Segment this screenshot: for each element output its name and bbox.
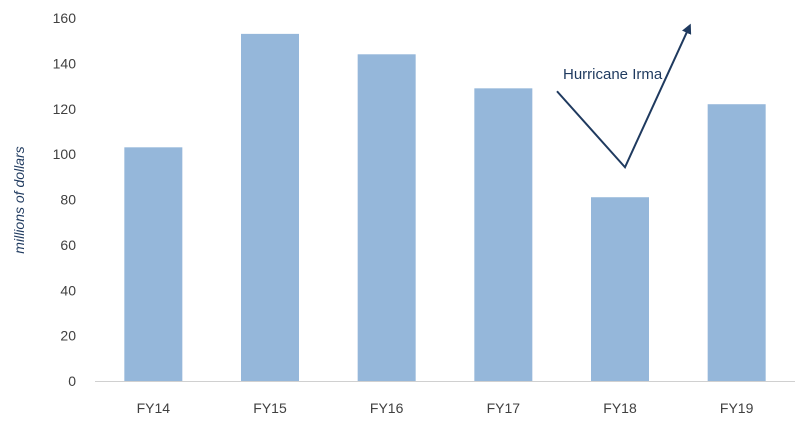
y-tick-label: 120 [53,101,77,117]
y-tick-label: 160 [53,10,77,26]
y-axis-label: millions of dollars [11,146,27,253]
bar-fy18 [591,197,649,381]
x-axis-ticks: FY14 FY15 FY16 FY17 FY18 FY19 [137,400,754,416]
x-tick-label: FY19 [720,400,754,416]
y-tick-label: 60 [60,237,76,253]
bar-fy14 [124,147,183,381]
bars-group [124,33,766,382]
bar-fy15 [241,33,299,381]
y-tick-label: 40 [60,282,76,298]
y-axis-ticks: 0 20 40 60 80 100 120 140 160 [53,10,77,389]
bar-fy17 [474,88,533,382]
x-tick-label: FY17 [487,400,521,416]
hurricane-annotation: Hurricane Irma [556,23,692,170]
x-tick-label: FY18 [603,400,637,416]
y-tick-label: 80 [60,192,76,208]
annotation-arrow [556,23,692,170]
y-tick-label: 140 [53,55,77,71]
y-tick-label: 20 [60,328,76,344]
annotation-label: Hurricane Irma [563,66,663,83]
x-tick-label: FY14 [137,400,171,416]
bar-fy19 [707,104,766,382]
x-tick-label: FY15 [253,400,287,416]
x-tick-label: FY16 [370,400,404,416]
bar-fy16 [357,54,416,382]
y-tick-label: 100 [53,146,77,162]
y-tick-label: 0 [68,373,76,389]
